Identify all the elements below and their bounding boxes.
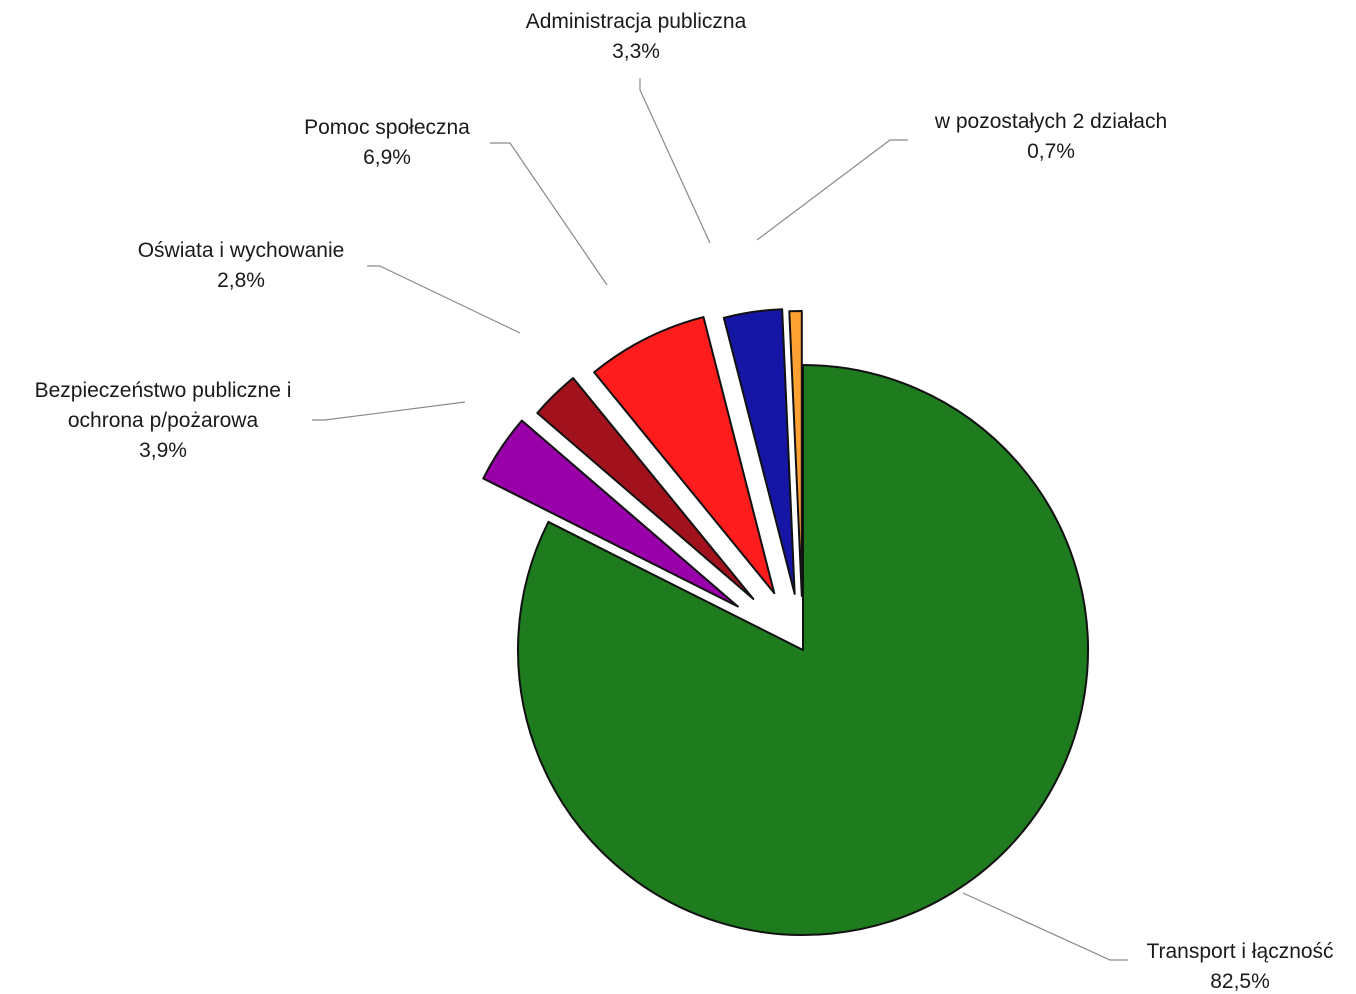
pie-slice-1 <box>517 364 1089 936</box>
slice-label-1: Transport i łączność 82,5% <box>1146 940 1333 993</box>
slice-label-5: Administracja publiczna 3,3% <box>526 10 747 63</box>
labels-layer: Transport i łączność 82,5% Bezpieczeństwo … <box>35 10 1334 993</box>
slice-value-label: 3,3% <box>612 40 660 63</box>
pie-slice-6 <box>788 310 803 598</box>
slice-category-label: Pomoc społeczna <box>304 116 470 139</box>
slice-value-label: 2,8% <box>217 269 265 292</box>
slice-label-3: Oświata i wychowanie 2,8% <box>138 239 345 292</box>
leader-line-2 <box>312 401 466 421</box>
leader-line-5 <box>639 78 711 244</box>
slice-category-label: Administracja publiczna <box>526 10 747 33</box>
pie-slice-2 <box>482 419 739 608</box>
slices-layer <box>482 308 1089 936</box>
slice-value-label: 3,9% <box>139 439 187 462</box>
leader-line-6 <box>756 139 908 241</box>
slice-value-label: 0,7% <box>1027 140 1075 163</box>
slice-label-6: w pozostałych 2 działach 0,7% <box>934 110 1167 163</box>
slice-value-label: 6,9% <box>363 146 411 169</box>
leader-line-1 <box>962 892 1128 961</box>
pie-slice-5 <box>722 308 796 595</box>
pie-slice-4 <box>593 316 776 595</box>
leader-lines-layer <box>312 78 1128 961</box>
slice-label-2: Bezpieczeństwo publiczne i ochrona p/poża… <box>35 379 292 462</box>
slice-category-label: Oświata i wychowanie <box>138 239 345 262</box>
pie-slice-3 <box>536 377 755 600</box>
slice-label-4: Pomoc społeczna 6,9% <box>304 116 470 169</box>
slice-category-label: Transport i łączność <box>1146 940 1333 963</box>
slice-value-label: 82,5% <box>1210 970 1270 993</box>
slice-category-label: Bezpieczeństwo publiczne i <box>35 379 292 402</box>
leader-line-4 <box>490 142 608 286</box>
leader-line-3 <box>367 265 521 334</box>
slice-category-label: ochrona p/pożarowa <box>68 409 259 432</box>
slice-category-label: w pozostałych 2 działach <box>934 110 1167 133</box>
